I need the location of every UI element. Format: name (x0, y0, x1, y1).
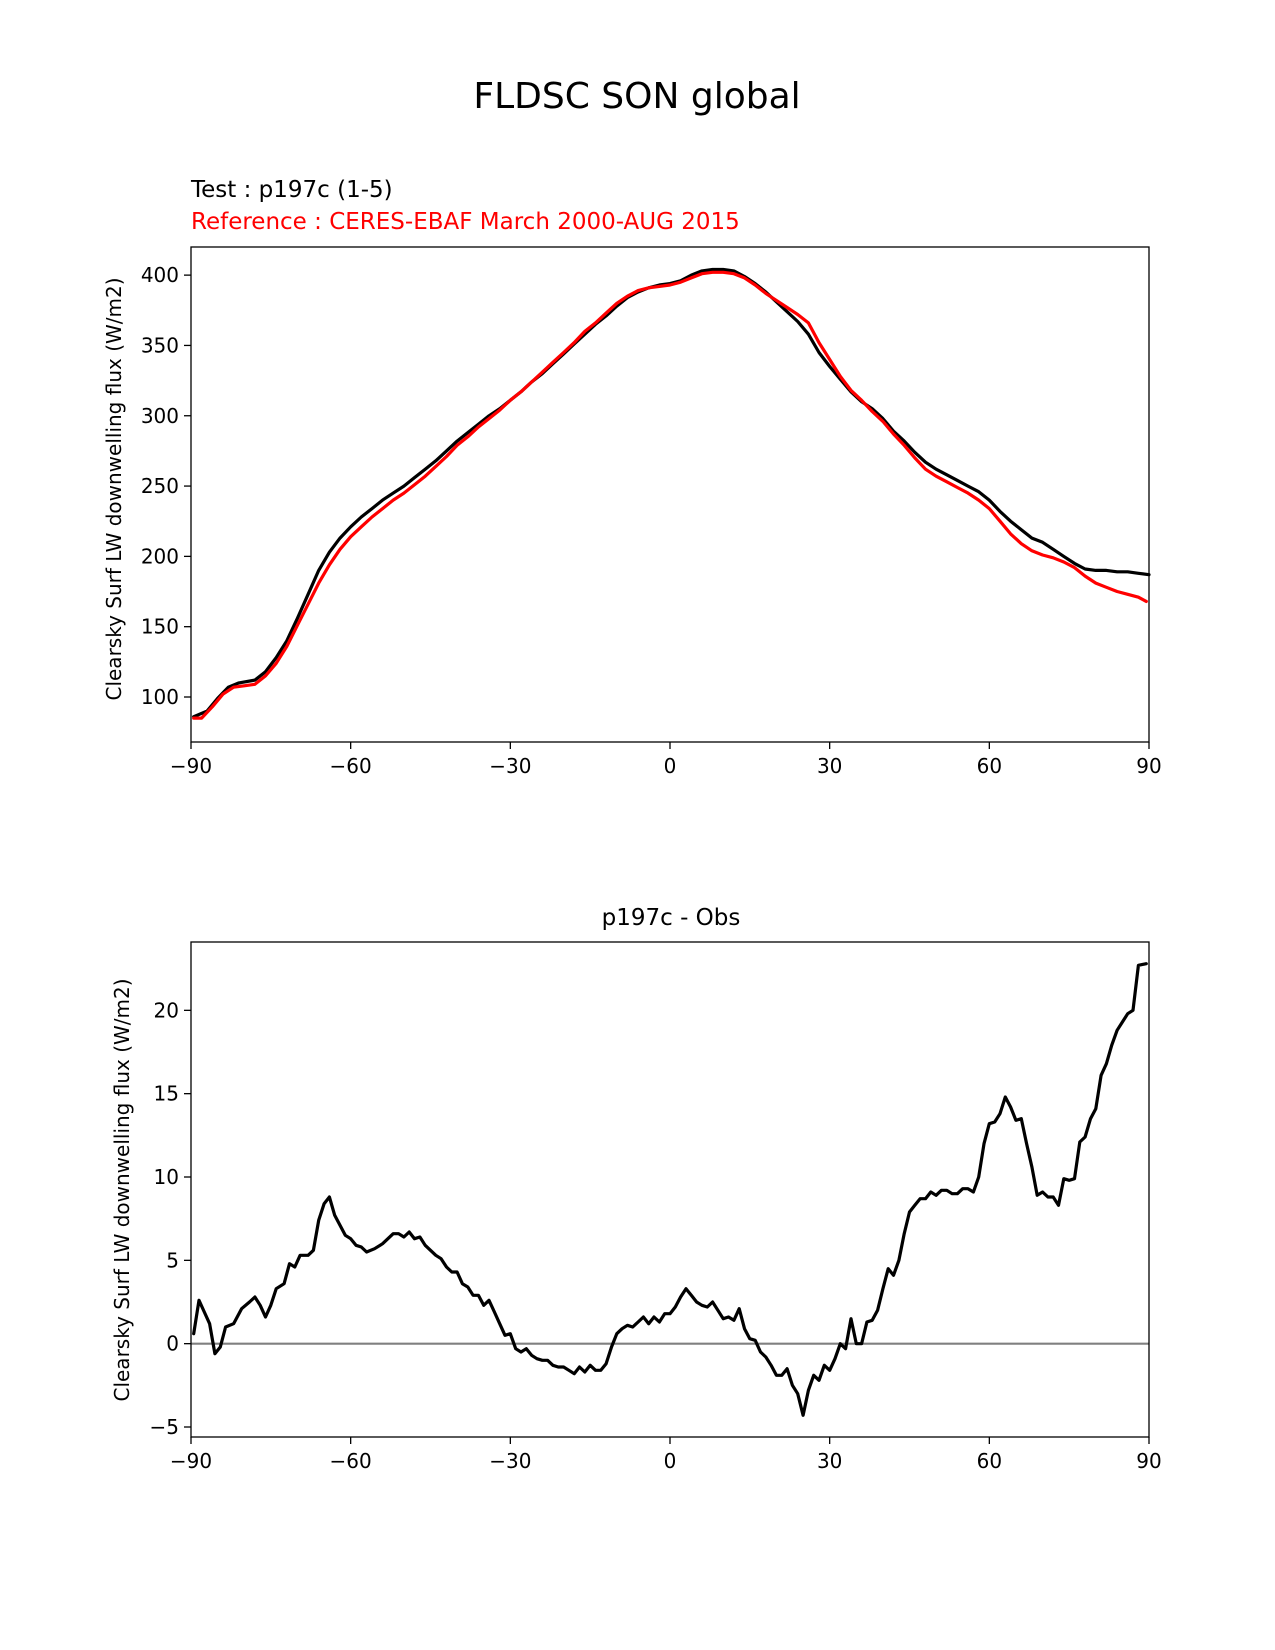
x-tick-label: 0 (664, 754, 677, 778)
series-line-2 (192, 270, 1148, 720)
x-tick-label: −60 (330, 1449, 372, 1473)
difference-panel: p197c - Obs Clearsky Surf LW downwelling… (110, 905, 1162, 1473)
plot-area: −90 −60 −30 0 30 60 90 −5 0 5 10 15 20 (150, 941, 1162, 1473)
y-tick-label: 15 (154, 1082, 179, 1106)
y-tick-label: 350 (141, 333, 179, 357)
x-tick-label: 30 (817, 1449, 842, 1473)
x-tick-label: −30 (489, 1449, 531, 1473)
y-tick-label: 400 (141, 263, 179, 287)
figure-title: FLDSC SON global (473, 76, 800, 117)
test-label: Test : p197c (1-5) (190, 177, 393, 203)
y-tick-label: 10 (154, 1165, 179, 1189)
x-tick-label: −60 (330, 754, 372, 778)
x-tick-label: 60 (977, 1449, 1002, 1473)
y-axis-label: Clearsky Surf LW downwelling flux (W/m2) (110, 978, 134, 1401)
profile-panel: Test : p197c (1-5) Reference : CERES-EBA… (102, 177, 1162, 778)
y-tick-label: 150 (141, 615, 179, 639)
series-line-1 (192, 962, 1148, 1417)
y-tick-label: 5 (166, 1248, 179, 1272)
y-tick-label: 0 (166, 1332, 179, 1356)
y-tick-label: −5 (150, 1415, 179, 1439)
x-tick-label: 90 (1136, 754, 1161, 778)
x-tick-label: −90 (170, 1449, 212, 1473)
x-tick-label: 0 (664, 1449, 677, 1473)
difference-title: p197c - Obs (602, 905, 741, 931)
x-tick-label: 90 (1136, 1449, 1161, 1473)
y-tick-label: 200 (141, 544, 179, 568)
y-axis-label: Clearsky Surf LW downwelling flux (W/m2) (102, 277, 126, 700)
reference-label: Reference : CERES-EBAF March 2000-AUG 20… (191, 209, 740, 235)
plot-area: −90 −60 −30 0 30 60 90 100 150 200 250 300 350 400 (141, 246, 1162, 778)
y-tick-label: 20 (154, 998, 179, 1022)
x-tick-label: 60 (977, 754, 1002, 778)
x-tick-label: 30 (817, 754, 842, 778)
y-tick-label: 100 (141, 685, 179, 709)
x-tick-label: −90 (170, 754, 212, 778)
y-tick-label: 300 (141, 404, 179, 428)
x-tick-label: −30 (489, 754, 531, 778)
y-tick-label: 250 (141, 474, 179, 498)
